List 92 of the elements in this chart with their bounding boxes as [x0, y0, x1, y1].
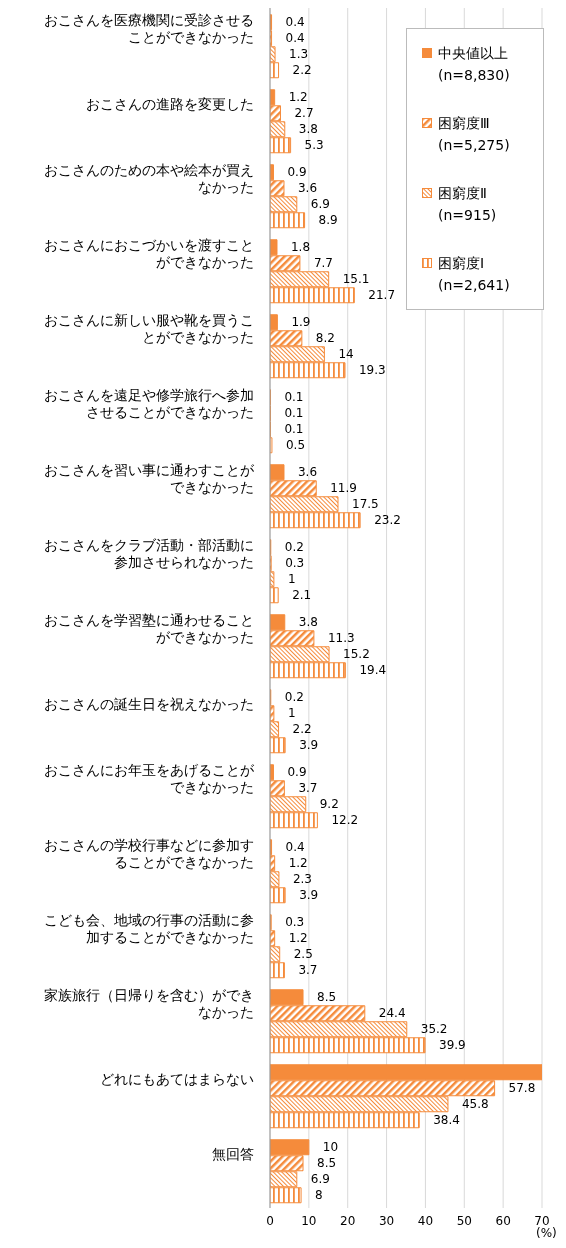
- data-label: 0.2: [284, 540, 304, 555]
- y-tick-label: おこさんをクラブ活動・部活動に参加させられなかった: [44, 537, 254, 570]
- y-tick-label: おこさんを医療機関に受診させることができなかった: [44, 12, 254, 45]
- data-label: 24.4: [378, 1006, 406, 1021]
- data-label: 0.4: [285, 840, 305, 855]
- data-label: 0.1: [284, 422, 304, 437]
- data-label: 3.8: [298, 615, 318, 630]
- x-tick-label: 50: [456, 1213, 472, 1228]
- y-tick-label: こども会、地域の行事の活動に参加することができなかった: [44, 912, 254, 945]
- data-label: 3.7: [298, 963, 318, 978]
- data-label: 5.3: [304, 138, 324, 153]
- data-label: 0.1: [284, 390, 304, 405]
- x-tick-label: 40: [417, 1213, 434, 1228]
- data-label: 0.2: [284, 690, 304, 705]
- y-tick-label: おこさんを学習塾に通わせることができなかった: [44, 612, 254, 645]
- data-label: 10: [322, 1140, 339, 1155]
- y-tick-label: おこさんにおこづかいを渡すことができなかった: [44, 237, 254, 270]
- y-tick-label: おこさんの誕生日を祝えなかった: [44, 695, 254, 712]
- data-label: 0.4: [285, 15, 305, 30]
- x-tick-label: 70: [534, 1213, 550, 1228]
- data-label: 17.5: [352, 497, 379, 512]
- y-tick-label: おこさんに新しい服や靴を買うことができなかった: [44, 312, 254, 345]
- data-label: 38.4: [433, 1113, 460, 1128]
- x-tick-label: 60: [495, 1213, 511, 1228]
- data-label: 1.2: [288, 856, 308, 871]
- data-label: 8: [315, 1188, 323, 1203]
- data-label: 2.1: [292, 588, 312, 603]
- data-label: 0.4: [285, 31, 305, 46]
- y-tick-label: おこさんを遠足や修学旅行へ参加させることができなかった: [44, 387, 254, 420]
- y-tick-label: 家族旅行（日帰りを含む）ができなかった: [44, 987, 254, 1020]
- data-label: 15.2: [343, 647, 370, 662]
- data-label: 3.6: [297, 181, 318, 196]
- data-label: 19.3: [358, 363, 386, 378]
- y-tick-label: おこさんのための本や絵本が買えなかった: [44, 162, 254, 195]
- data-label: 35.2: [420, 1022, 448, 1037]
- data-label: 8.9: [318, 213, 338, 228]
- data-label: 0.9: [287, 765, 307, 780]
- y-tick-label: おこさんの学校行事などに参加することができなかった: [44, 837, 254, 870]
- data-label: 1: [287, 706, 296, 721]
- data-label: 11.9: [330, 481, 357, 496]
- data-label: 3.9: [299, 738, 319, 753]
- data-label: 6.9: [310, 1172, 330, 1187]
- data-label: 0.5: [285, 438, 306, 453]
- data-label: 6.9: [310, 197, 330, 212]
- x-tick-label: 20: [340, 1213, 356, 1228]
- x-tick-label: 10: [301, 1213, 317, 1228]
- y-tick-label: おこさんを習い事に通わすことができなかった: [44, 462, 255, 495]
- data-label: 2.2: [292, 722, 312, 737]
- data-label: 0.1: [284, 406, 304, 421]
- data-label: 15.1: [342, 272, 370, 287]
- data-label: 0.3: [285, 556, 305, 571]
- data-label: 19.4: [359, 663, 387, 678]
- data-label: 2.3: [292, 872, 313, 887]
- x-tick-label: 0: [266, 1213, 274, 1228]
- data-label: 1.2: [288, 90, 308, 105]
- data-label: 1: [287, 572, 296, 587]
- text: 困窮度Ⅱ (n=915): [438, 184, 497, 225]
- text: 困窮度Ⅰ (n=2,641): [438, 254, 510, 295]
- data-label: 2.7: [294, 106, 314, 121]
- data-label: 0.9: [287, 165, 307, 180]
- data-label: 2.2: [292, 63, 312, 78]
- x-tick-label: 30: [378, 1213, 395, 1228]
- data-label: 1.3: [289, 47, 309, 62]
- data-label: 0.3: [285, 915, 305, 930]
- data-label: 3.8: [298, 122, 318, 137]
- data-label: 11.3: [327, 631, 355, 646]
- data-label: 8.5: [317, 990, 337, 1005]
- data-label: 9.2: [319, 797, 339, 812]
- data-label: 21.7: [368, 288, 396, 303]
- text: 困窮度Ⅲ (n=5,275): [438, 114, 510, 155]
- data-label: 3.9: [299, 888, 319, 903]
- data-label: 12.2: [331, 813, 359, 828]
- x-axis-title: (%): [536, 1226, 557, 1240]
- legend-label: 中央値以上 (n=8,830): [438, 44, 510, 85]
- data-label: 39.9: [439, 1038, 466, 1053]
- y-tick-label: おこさんの進路を変更した: [86, 95, 254, 112]
- y-tick-label: 無回答: [212, 1145, 254, 1162]
- data-label: 57.8: [508, 1081, 536, 1096]
- data-label: 7.7: [313, 256, 334, 271]
- data-label: 3.7: [298, 781, 318, 796]
- data-label: 23.2: [374, 513, 401, 528]
- data-label: 8.2: [315, 331, 335, 346]
- y-tick-label: おこさんにお年玉をあげることができなかった: [44, 762, 255, 795]
- data-label: 14: [338, 347, 354, 362]
- y-tick-label: どれにもあてはまらない: [100, 1070, 254, 1087]
- data-label: 1.2: [288, 931, 308, 946]
- data-label: 8.5: [317, 1156, 337, 1171]
- data-label: 45.8: [461, 1097, 489, 1112]
- data-label: 1.8: [290, 240, 311, 255]
- data-label: 1.9: [291, 315, 311, 330]
- data-label: 2.5: [293, 947, 313, 962]
- data-label: 3.6: [297, 465, 318, 480]
